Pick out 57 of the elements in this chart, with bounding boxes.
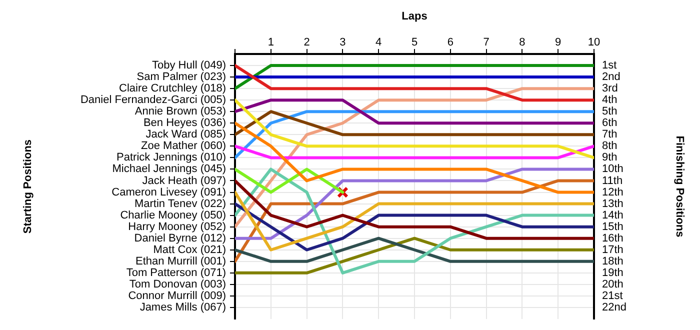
text: Jack Heath (097) <box>142 174 226 187</box>
y-tick-label: 10th <box>602 163 624 176</box>
y-tick-label: 20th <box>602 278 624 290</box>
text: Michael Jennings (045) <box>112 163 226 176</box>
text: Toby Hull (049) <box>152 60 226 72</box>
x-tick-label: 3 <box>340 36 346 48</box>
y-axis-title: Finishing Positions <box>673 136 686 238</box>
x-tick-label: 7 <box>483 36 490 48</box>
text: Daniel Byrne (012) <box>134 232 226 244</box>
x-tick-label: 8 <box>519 36 526 48</box>
y-tick-label: 17th <box>602 244 624 256</box>
y-tick-label: 15th <box>602 220 624 233</box>
text: Annie Brown (053) <box>134 106 226 118</box>
x-axis-title: Laps <box>402 10 428 23</box>
text: Martin Tenev (022) <box>134 198 226 210</box>
text: Ben Heyes (036) <box>143 117 226 130</box>
y-tick-label: 22nd <box>602 302 626 314</box>
y-tick-label: 11th <box>602 174 623 187</box>
text: Claire Crutchley (018) <box>119 82 226 95</box>
text: Harry Mooney (052) <box>128 220 226 233</box>
text: Sam Palmer (023) <box>136 71 226 84</box>
text: Patrick Jennings (010) <box>116 152 226 164</box>
y-tick-label: 3rd <box>602 82 618 95</box>
text: Starting Positions <box>22 139 34 234</box>
y-tick-label: 19th <box>602 266 624 279</box>
x-tick-label: 10 <box>588 36 600 48</box>
y-tick-label: 13th <box>602 198 624 210</box>
x-tick-label: 9 <box>555 36 562 48</box>
y-tick-label: 1st <box>602 60 617 72</box>
y-tick-label: 16th <box>602 232 624 244</box>
text: Charlie Mooney (050) <box>120 209 226 222</box>
text: Tom Donovan (003) <box>129 278 226 290</box>
y-tick-label: 9th <box>602 152 618 164</box>
x-tick-label: 6 <box>447 36 454 48</box>
x-tick-label: 2 <box>304 36 310 48</box>
text: Connor Murrill (009) <box>128 290 226 302</box>
x-tick-label: 5 <box>411 36 418 48</box>
x-tick-label: 1 <box>268 36 274 48</box>
text: Tom Patterson (071) <box>126 266 226 279</box>
y-tick-label: 8th <box>602 140 618 152</box>
y-tick-label: 21st <box>602 290 623 302</box>
text: Daniel Fernandez-Garci (005) <box>80 94 226 106</box>
x-tick-label: 4 <box>376 36 382 48</box>
text: Cameron Livesey (091) <box>112 186 226 198</box>
y-tick-label: 4th <box>602 94 618 106</box>
text: James Mills (067) <box>140 302 226 314</box>
y-tick-label: 7th <box>602 128 618 141</box>
y-tick-label: 6th <box>602 117 618 130</box>
y-tick-label: 14th <box>602 209 624 222</box>
text: Ethan Murrill (001) <box>136 255 226 268</box>
y-tick-label: 18th <box>602 255 624 268</box>
text: Zoe Mather (060) <box>141 140 226 152</box>
y-tick-label: 12th <box>602 186 624 198</box>
text: Matt Cox (021) <box>153 244 226 256</box>
y-tick-label: 2nd <box>602 71 620 84</box>
text: Jack Ward (085) <box>146 128 226 141</box>
y-tick-label: 5th <box>602 106 618 118</box>
